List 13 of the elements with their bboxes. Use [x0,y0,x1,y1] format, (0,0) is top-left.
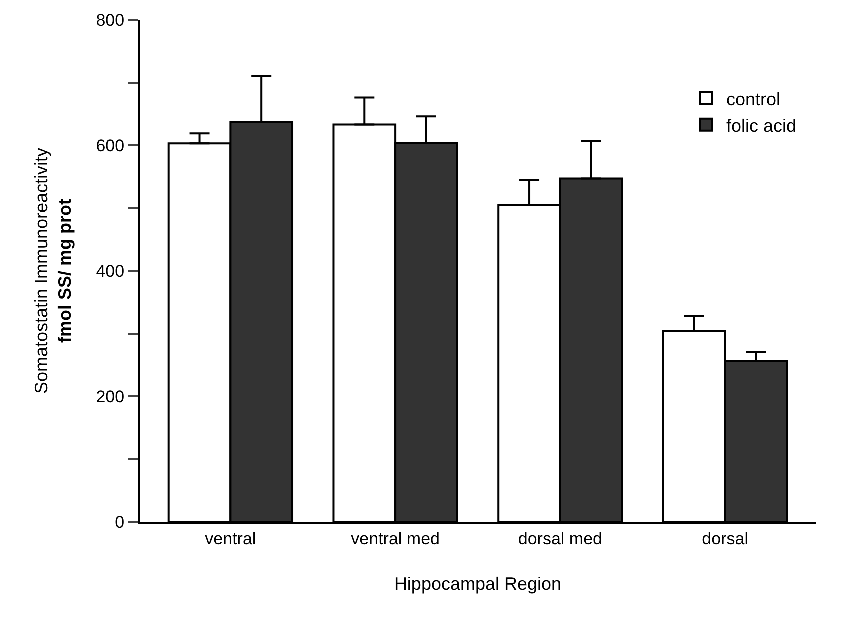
y-axis-title: Somatostatin Immunoreactivity fmol SS/ mg prot [32,148,75,394]
x-tick-label: ventral med [351,529,440,548]
y-tick-label: 600 [96,136,125,156]
y-tick-label: 200 [96,387,125,406]
x-tick-label: dorsal med [518,529,602,548]
legend-label: control [726,89,781,110]
y-tick-label: 400 [96,262,125,281]
legend-label: folic acid [726,116,797,136]
x-tick-label: ventral [205,529,256,548]
y-tick-label: 800 [96,10,125,30]
x-axis-title: Hippocampal Region [394,574,562,594]
y-tick-label: 0 [115,512,125,532]
x-tick-label: dorsal [702,529,748,548]
